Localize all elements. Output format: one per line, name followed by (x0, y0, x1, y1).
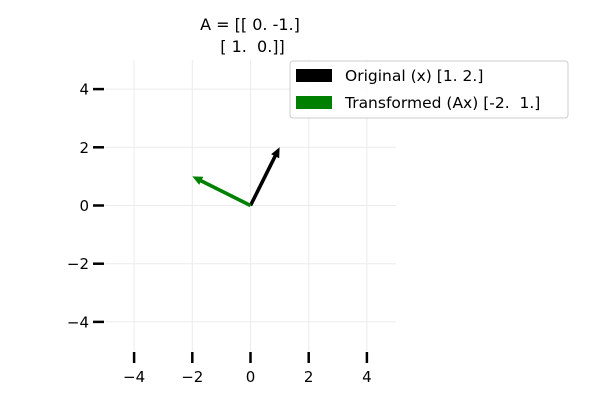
y-tick-label: 0 (79, 197, 89, 215)
y-axis: −4 −2 0 2 4 (67, 81, 104, 331)
x-tick-label: −4 (123, 368, 145, 386)
y-tick-label: −2 (67, 255, 89, 273)
vectors (192, 147, 280, 208)
y-tick-label: 2 (79, 139, 89, 157)
legend-swatch-original (296, 69, 332, 82)
vector-original (248, 147, 280, 207)
x-tick-label: −2 (181, 368, 203, 386)
x-axis: −4 −2 0 2 4 (123, 352, 372, 386)
legend-swatch-transformed (296, 96, 332, 109)
legend-label-original: Original (x) [1. 2.] (345, 67, 483, 85)
y-tick-label: −4 (67, 313, 89, 331)
legend: Original (x) [1. 2.] Transformed (Ax) [-… (289, 60, 569, 119)
chart-title-line-1: A = [[ 0. -1.] (200, 15, 300, 34)
y-tick-label: 4 (79, 81, 89, 99)
x-tick-label: 2 (304, 368, 314, 386)
legend-label-transformed: Transformed (Ax) [-2. 1.] (344, 94, 540, 112)
chart-title-line-2: [ 1. 0.]] (215, 37, 285, 56)
x-tick-label: 0 (246, 368, 256, 386)
legend-frame (289, 60, 569, 119)
x-tick-label: 4 (362, 368, 372, 386)
vector-transformed (192, 176, 252, 208)
